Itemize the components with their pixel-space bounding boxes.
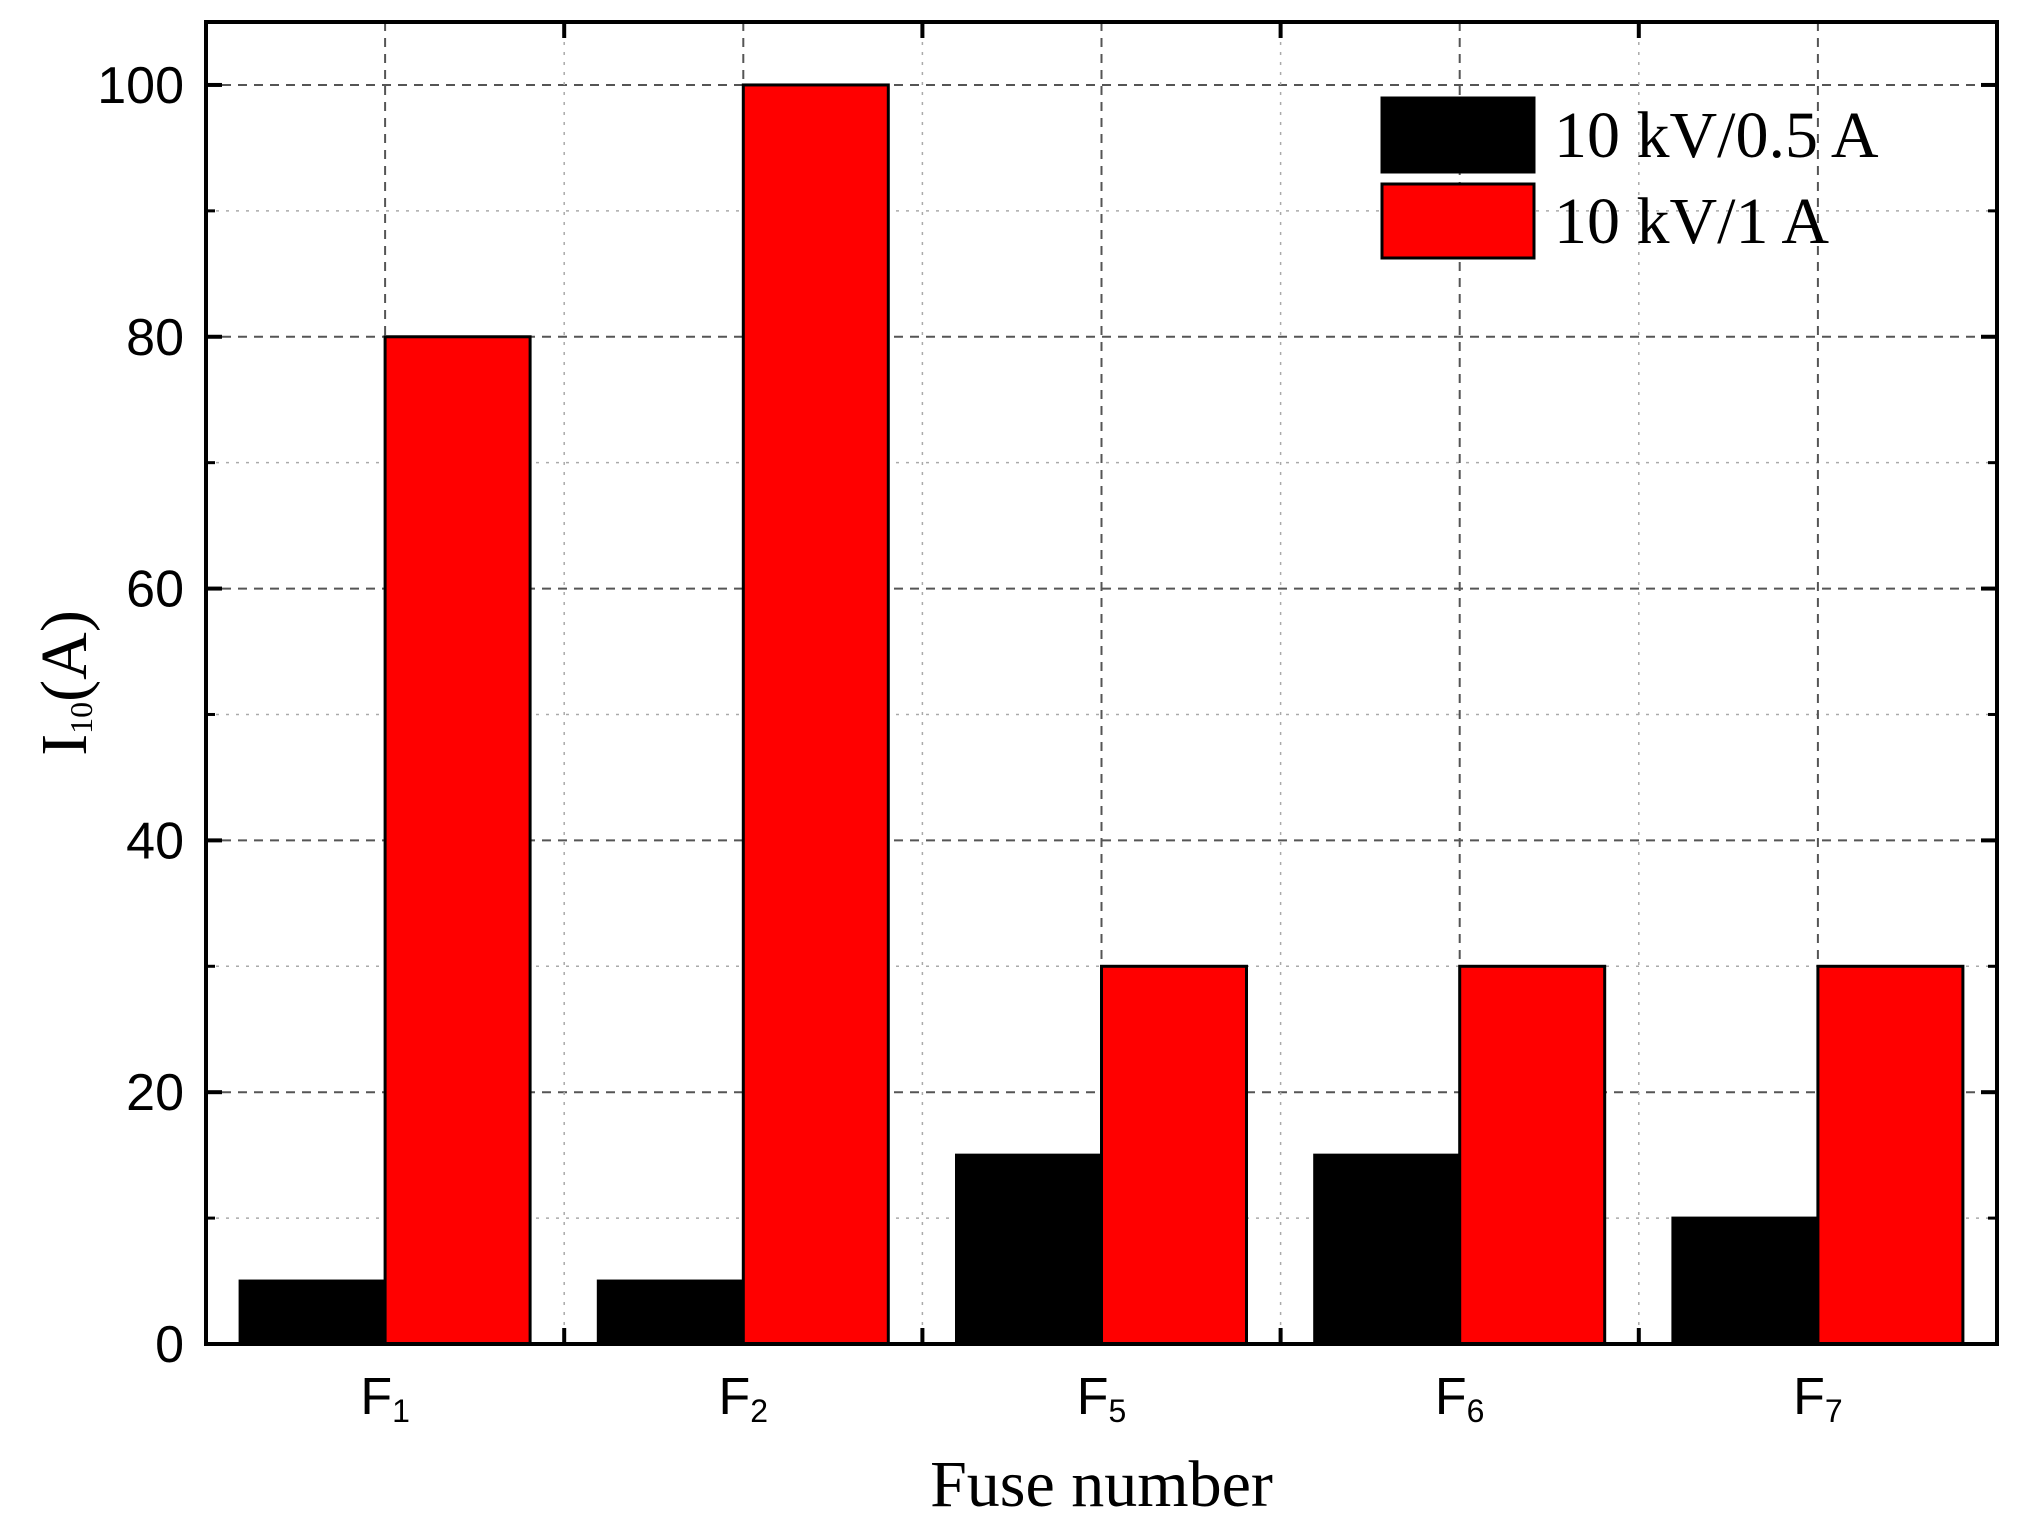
bars [238,83,1965,1346]
y-axis-title: I10(A) [28,610,101,756]
x-tick-label: F5 [1077,1368,1127,1429]
bar-series-2-1 [383,335,532,1346]
bar-series-1-4 [1313,1153,1462,1346]
x-tick-label-sub: 2 [750,1393,768,1429]
bar-series-1-5 [1671,1216,1820,1346]
bar-series-2-3 [1100,964,1248,1346]
bar-series-2-2 [741,83,890,1346]
y-axis-title-main: I [28,734,101,756]
x-tick-label-main: F [1793,1368,1825,1426]
y-tick-label: 60 [126,561,184,619]
bar-series-1-2 [596,1279,745,1346]
x-tick-label-sub: 7 [1825,1393,1843,1429]
y-tick-label: 100 [97,57,184,115]
x-tick-label-sub: 1 [392,1393,410,1429]
x-tick-label: F2 [719,1368,769,1429]
legend: 10 kV/0.5 A 10 kV/1 A [1380,96,1879,260]
bar-series-2-5 [1816,964,1965,1346]
x-tick-label-main: F [1435,1368,1467,1426]
legend-swatch-1 [1380,96,1536,174]
x-tick-label: F1 [360,1368,410,1429]
x-tick-label-main: F [719,1368,751,1426]
y-tick-label: 20 [126,1064,184,1122]
x-tick-label-main: F [360,1368,392,1426]
y-tick-label: 40 [126,812,184,870]
bar-series-1-3 [955,1153,1103,1346]
bar-series-2-4 [1458,964,1607,1346]
x-tick-label-sub: 5 [1108,1393,1126,1429]
x-tick-label: F7 [1793,1368,1843,1429]
y-axis-title-unit: (A) [28,610,101,702]
legend-label-2: 10 kV/1 A [1554,185,1829,258]
y-axis-title-sub: 10 [63,702,99,734]
legend-label-1: 10 kV/0.5 A [1554,99,1879,172]
y-tick-label: 80 [126,309,184,367]
x-tick-label-main: F [1077,1368,1109,1426]
legend-swatch-2 [1380,182,1536,260]
y-tick-label: 0 [155,1316,184,1374]
plot-frame [204,20,1999,1346]
x-axis-title: Fuse number [930,1448,1273,1521]
x-tick-label: F6 [1435,1368,1485,1429]
x-tick-label-sub: 6 [1467,1393,1485,1429]
bar-series-1-1 [238,1279,387,1346]
